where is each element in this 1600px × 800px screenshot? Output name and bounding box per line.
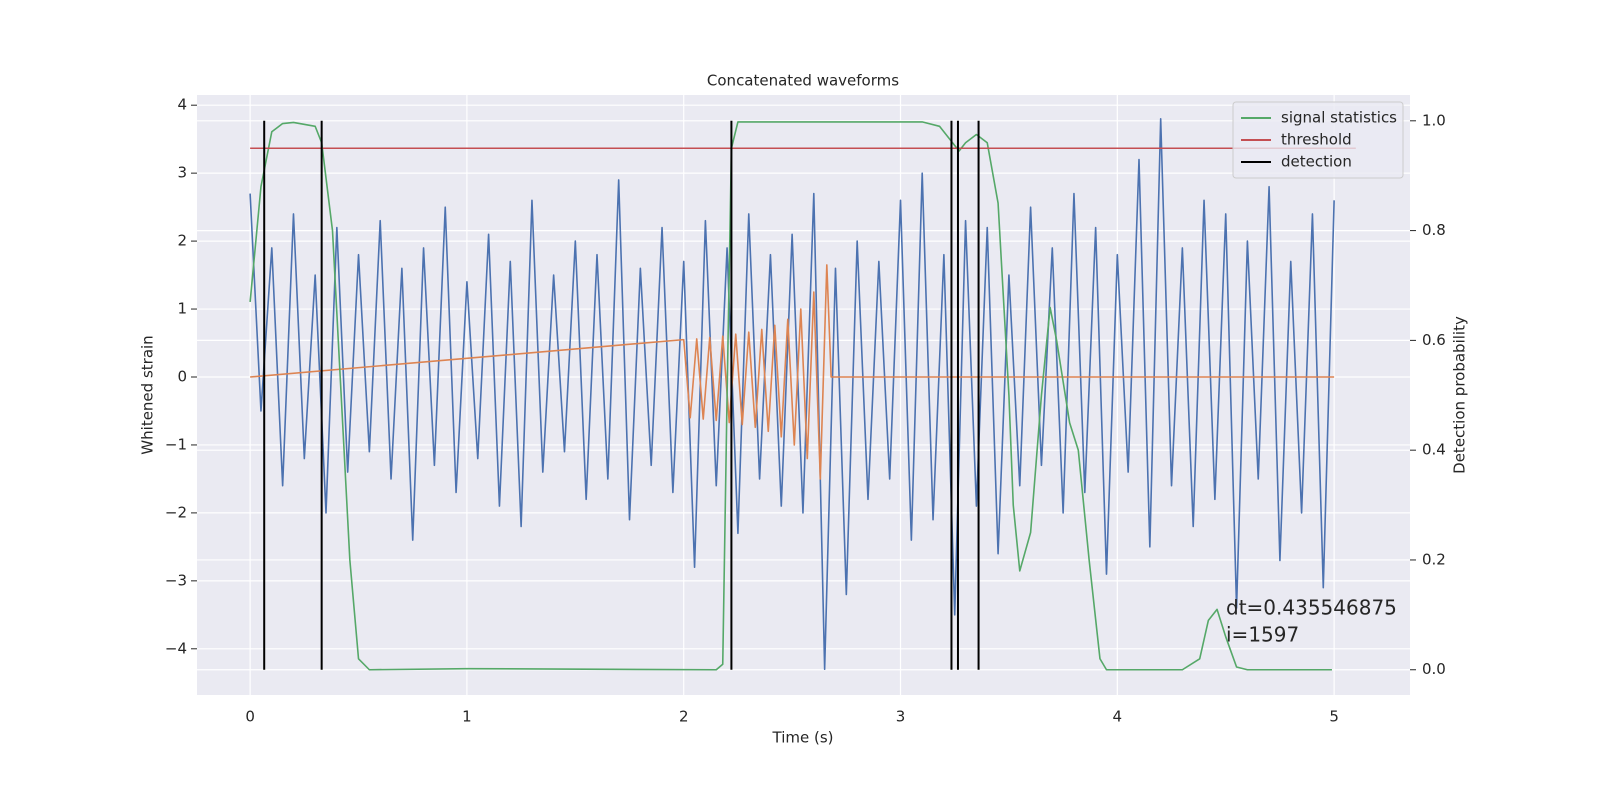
- y-tick-label: 2: [177, 232, 187, 250]
- annotation: dt=0.435546875: [1226, 596, 1397, 620]
- y2-axis-label: Detection probability: [1451, 316, 1469, 474]
- x-tick-label: 0: [245, 708, 255, 726]
- y-tick-label: 3: [177, 164, 187, 182]
- plot-area: [197, 95, 1410, 695]
- chart-title: Concatenated waveforms: [707, 72, 899, 90]
- y2-tick-label: 1.0: [1422, 111, 1446, 129]
- y2-tick-label: 0.0: [1422, 660, 1446, 678]
- x-tick-label: 3: [896, 708, 906, 726]
- y2-tick-label: 0.6: [1422, 331, 1446, 349]
- legend-label: threshold: [1281, 131, 1352, 149]
- x-tick-label: 1: [462, 708, 472, 726]
- y-tick-label: −2: [165, 503, 187, 521]
- x-tick-label: 2: [679, 708, 689, 726]
- y2-tick-label: 0.8: [1422, 221, 1446, 239]
- legend-label: signal statistics: [1281, 109, 1397, 127]
- y2-tick-label: 0.2: [1422, 550, 1446, 568]
- x-tick-label: 5: [1329, 708, 1339, 726]
- y-tick-label: −4: [165, 639, 187, 657]
- series-line: [250, 264, 1335, 480]
- annotation: i=1597: [1226, 623, 1299, 647]
- y-tick-label: −3: [165, 571, 187, 589]
- legend-box: [1232, 101, 1404, 179]
- y-tick-label: −1: [165, 435, 187, 453]
- x-axis-label: Time (s): [772, 729, 834, 747]
- series-line: [249, 121, 1332, 671]
- y-tick-label: 1: [177, 300, 187, 318]
- y-axis-label: Whitened strain: [139, 335, 157, 454]
- y-tick-label: 0: [177, 367, 187, 385]
- y-tick-label: 4: [177, 96, 187, 114]
- series-line: [249, 117, 1335, 670]
- x-tick-label: 4: [1113, 708, 1123, 726]
- legend-label: detection: [1281, 153, 1352, 171]
- y2-tick-label: 0.4: [1422, 441, 1446, 459]
